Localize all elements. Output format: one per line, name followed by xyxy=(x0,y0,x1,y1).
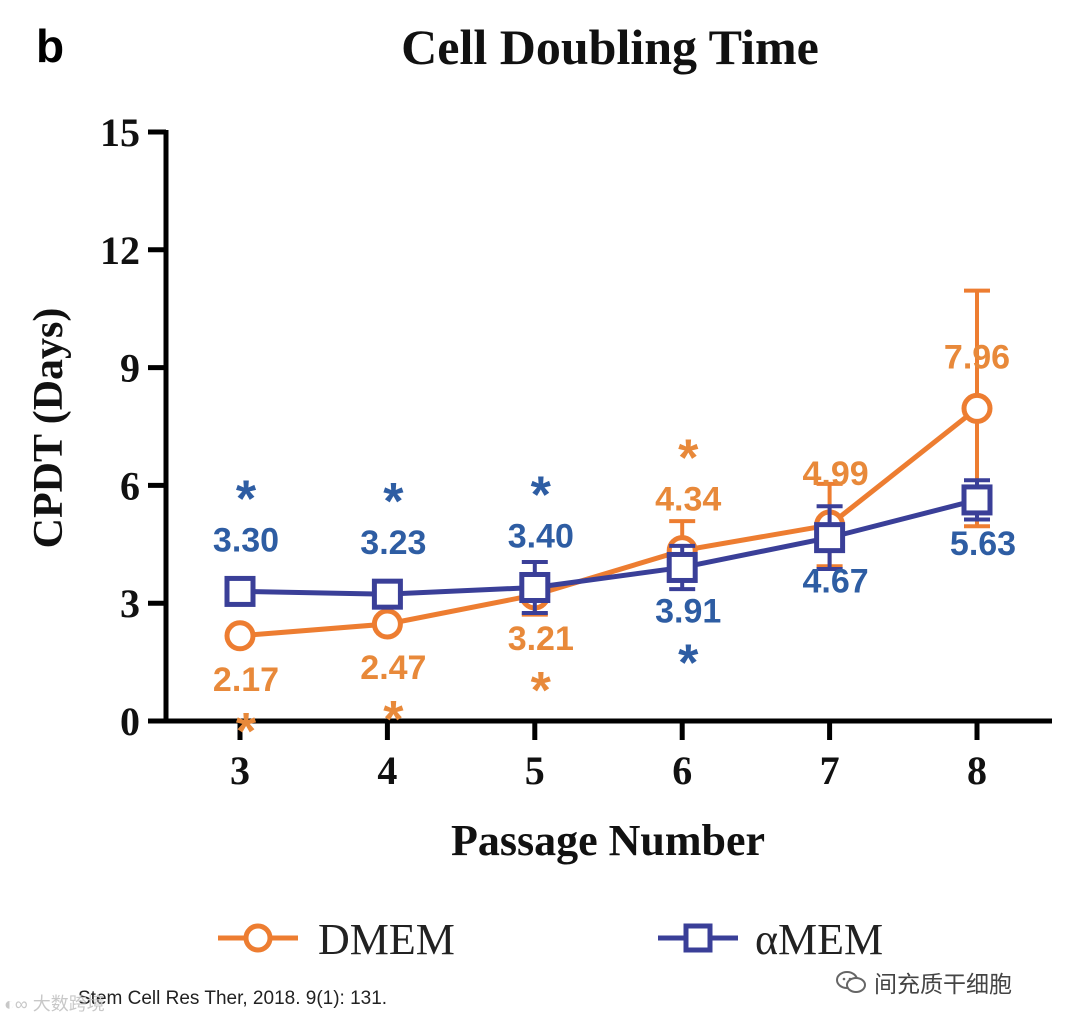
data-point xyxy=(519,571,551,603)
legend-label: αMEM xyxy=(755,915,883,964)
data-point xyxy=(224,575,256,607)
y-tick-label: 12 xyxy=(100,228,140,273)
y-ticks: 0 3 6 9 12 15 xyxy=(100,110,166,744)
data-label: 2.47 xyxy=(360,649,426,687)
data-label: 3.23 xyxy=(360,524,426,562)
data-point xyxy=(961,392,993,424)
significance-star: * xyxy=(236,703,257,761)
significance-star: * xyxy=(678,634,699,692)
watermark-logo-icon: ◐∞ xyxy=(4,994,28,1014)
data-label: 2.17 xyxy=(213,661,279,699)
x-tick-label: 3 xyxy=(230,748,250,793)
data-label: 3.91 xyxy=(655,592,721,630)
data-label: 3.30 xyxy=(213,521,279,559)
citation: Stem Cell Res Ther, 2018. 9(1): 131. xyxy=(78,988,388,1009)
watermark-left-text: 大数跨境 xyxy=(32,994,105,1014)
legend-label: DMEM xyxy=(318,915,455,964)
x-tick-label: 6 xyxy=(672,748,692,793)
x-tick-label: 4 xyxy=(377,748,397,793)
legend-item-amem: αMEM xyxy=(658,915,883,964)
watermark-right: 间充质干细胞 xyxy=(836,965,1012,999)
watermark-left: ◐∞ 大数跨境 xyxy=(4,990,105,1016)
significance-star: * xyxy=(383,473,404,531)
data-point xyxy=(371,608,403,640)
data-label: 7.96 xyxy=(944,338,1010,376)
data-point xyxy=(666,551,698,583)
data-point xyxy=(224,620,256,652)
x-axis-label: Passage Number xyxy=(451,816,765,865)
y-tick-label: 3 xyxy=(120,581,140,626)
axes xyxy=(163,130,1052,724)
x-tick-label: 5 xyxy=(525,748,545,793)
series-line xyxy=(239,406,979,639)
legend-marker xyxy=(683,923,713,953)
y-tick-label: 6 xyxy=(120,463,140,508)
legend-item-dmem: DMEM xyxy=(218,915,455,964)
data-label: 4.67 xyxy=(803,563,869,601)
y-tick-label: 15 xyxy=(100,110,140,155)
significance-star: * xyxy=(531,662,552,720)
series-layer xyxy=(224,288,993,652)
significance-star: * xyxy=(383,691,404,749)
significance-star: * xyxy=(678,430,699,488)
wechat-icon xyxy=(836,971,866,993)
labels-layer: 2.17*2.47*3.21*4.34* 4.997.963.30*3.23*3.… xyxy=(213,338,1016,760)
panel-label: b xyxy=(36,20,64,72)
watermark-right-text: 间充质干细胞 xyxy=(874,971,1012,997)
chart-title: Cell Doubling Time xyxy=(401,19,819,75)
series-line xyxy=(239,497,978,597)
data-point xyxy=(371,578,403,610)
data-label: 4.99 xyxy=(803,455,869,493)
data-label: 3.21 xyxy=(508,620,574,658)
legend: DMEM αMEM xyxy=(218,915,883,964)
data-point xyxy=(961,484,993,516)
y-tick-label: 9 xyxy=(120,346,140,391)
data-label: 3.40 xyxy=(508,517,574,555)
x-tick-label: 7 xyxy=(820,748,840,793)
data-point xyxy=(814,522,846,554)
x-tick-label: 8 xyxy=(967,748,987,793)
legend-marker xyxy=(243,923,273,953)
data-label: 4.34 xyxy=(655,481,721,519)
y-tick-label: 0 xyxy=(120,699,140,744)
series-amem xyxy=(224,478,993,616)
significance-star: * xyxy=(236,470,257,528)
significance-star: * xyxy=(531,466,552,524)
x-ticks: 3 4 5 6 7 8 xyxy=(230,721,987,793)
data-label: 5.63 xyxy=(950,525,1016,563)
y-axis-label: CPDT (Days) xyxy=(26,308,72,549)
